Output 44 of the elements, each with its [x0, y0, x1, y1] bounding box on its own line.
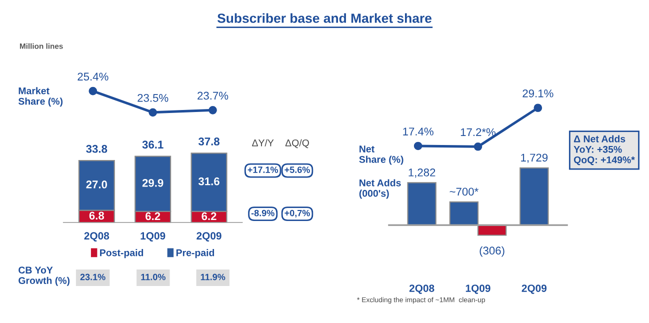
data-label: 6.2	[202, 212, 216, 220]
y-axis-title: Net Adds (000's)	[359, 179, 401, 199]
total-label: 36.1	[142, 140, 164, 149]
text: ΔQ/Q	[285, 139, 309, 148]
data-label: 31.6	[198, 177, 220, 186]
data-label: ~700*	[450, 188, 478, 196]
data-label: 1,282	[408, 168, 436, 178]
data-label: 29.1%	[522, 89, 554, 98]
x-tick-label: 1Q09	[466, 284, 490, 294]
data-label: 23.7%	[198, 92, 228, 100]
text: -8.9%	[251, 210, 274, 216]
text: +17.1%	[248, 166, 278, 173]
y-axis-title: Market Share (%)	[18, 87, 63, 107]
text: 11.0%	[141, 274, 166, 280]
text: +5.6%	[284, 166, 310, 173]
data-label: 17.2*%	[460, 128, 496, 136]
x-tick-label: 2Q08	[409, 284, 434, 294]
text: +0,7%	[284, 210, 310, 218]
data-label: 6.8	[89, 212, 104, 220]
legend-label: Post-paid	[100, 249, 144, 258]
text: Δ Net Adds YoY: +35% QoQ: +149%*	[574, 135, 635, 166]
data-label: 23.5%	[138, 94, 168, 102]
text: ΔY/Y	[252, 139, 274, 146]
text: 11.9%	[200, 274, 226, 280]
legend-label: Pre-paid	[176, 249, 214, 258]
text: Subscriber base and Market share	[217, 13, 432, 23]
text: 23.1%	[80, 274, 106, 280]
data-label: 27.0	[86, 180, 108, 188]
bar	[520, 167, 549, 226]
x-tick-label: 1Q09	[140, 232, 166, 242]
data-label: 1,729	[521, 154, 548, 163]
data-label: 29.9	[142, 178, 164, 187]
data-label: 25.4%	[78, 72, 108, 81]
data-label: 6.2	[146, 212, 160, 220]
bar	[407, 182, 436, 226]
total-label: 37.8	[198, 138, 220, 146]
total-label: 33.8	[86, 144, 108, 153]
x-tick-label: 2Q08	[84, 232, 110, 242]
data-label: 17.4%	[403, 128, 434, 136]
x-tick-label: 2Q09	[196, 232, 222, 242]
x-tick-label: 2Q09	[522, 284, 547, 294]
y-axis-title: Net Share (%)	[359, 146, 404, 165]
text: CB YoY Growth (%)	[18, 266, 70, 286]
data-label: (306)	[480, 246, 504, 257]
